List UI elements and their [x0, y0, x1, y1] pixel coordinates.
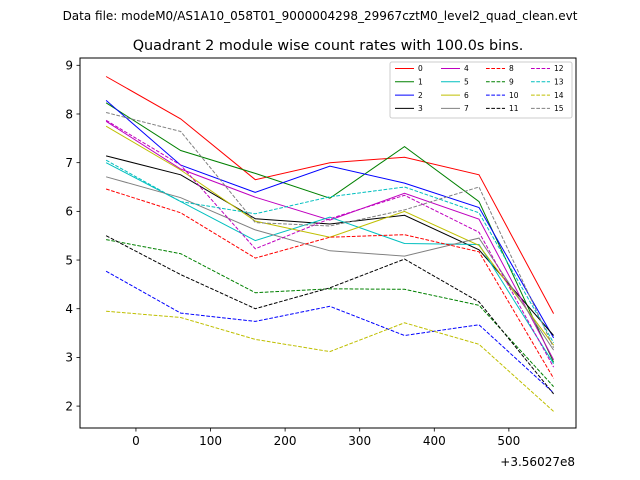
legend-label-14: 14: [554, 91, 564, 100]
x-tick-label: 200: [274, 434, 297, 448]
series-line-13: [105, 159, 555, 344]
x-tick-label: 300: [348, 434, 371, 448]
series-line-15: [105, 112, 555, 348]
legend-label-8: 8: [509, 64, 514, 73]
legend-label-15: 15: [554, 104, 564, 113]
series-line-10: [105, 270, 554, 394]
x-offset-label: +3.56027e8: [500, 455, 575, 469]
series-line-6: [105, 125, 555, 346]
x-tick-label: 100: [199, 434, 222, 448]
y-tick-label: 2: [65, 399, 73, 413]
figure-suptitle: Data file: modeM0/AS1A10_058T01_90000042…: [63, 9, 578, 23]
y-tick-label: 4: [65, 302, 73, 316]
legend-label-12: 12: [554, 64, 564, 73]
series-line-7: [105, 176, 555, 351]
y-tick-label: 7: [65, 156, 73, 170]
series-line-3: [105, 155, 554, 336]
legend-label-11: 11: [509, 104, 519, 113]
x-tick-label: 400: [423, 434, 446, 448]
series-line-0: [105, 76, 555, 314]
legend-label-9: 9: [509, 78, 514, 87]
series-line-8: [105, 188, 555, 379]
series-line-12: [105, 119, 555, 368]
y-tick-label: 3: [65, 351, 73, 365]
y-tick-label: 6: [65, 205, 73, 219]
series-line-9: [106, 239, 554, 387]
y-tick-label: 5: [65, 253, 73, 267]
legend-label-3: 3: [418, 104, 423, 113]
y-tick-label: 8: [65, 107, 73, 121]
legend-label-10: 10: [509, 91, 519, 100]
legend-label-1: 1: [418, 78, 423, 87]
legend-label-5: 5: [464, 78, 469, 87]
axes-frame: [79, 57, 577, 429]
chart-title: Quadrant 2 module wise count rates with …: [133, 38, 524, 54]
legend-label-6: 6: [464, 91, 469, 100]
y-axis: 2 3 4 5 6 7 8 9: [65, 59, 80, 413]
legend-label-13: 13: [554, 78, 564, 87]
x-axis: 0 100 200 300 400 500: [132, 428, 520, 448]
series-line-11: [105, 235, 554, 395]
legend-label-7: 7: [464, 104, 469, 113]
legend-frame: [389, 61, 573, 119]
x-tick-label: 500: [497, 434, 520, 448]
legend-label-4: 4: [464, 64, 469, 73]
series-line-1: [105, 102, 555, 363]
x-tick-label: 0: [132, 434, 140, 448]
legend-label-2: 2: [418, 91, 423, 100]
y-tick-label: 9: [65, 59, 73, 73]
series-line-14: [106, 310, 554, 412]
plot-lines: [105, 76, 555, 412]
series-line-4: [105, 120, 555, 361]
legend-label-0: 0: [418, 64, 423, 73]
